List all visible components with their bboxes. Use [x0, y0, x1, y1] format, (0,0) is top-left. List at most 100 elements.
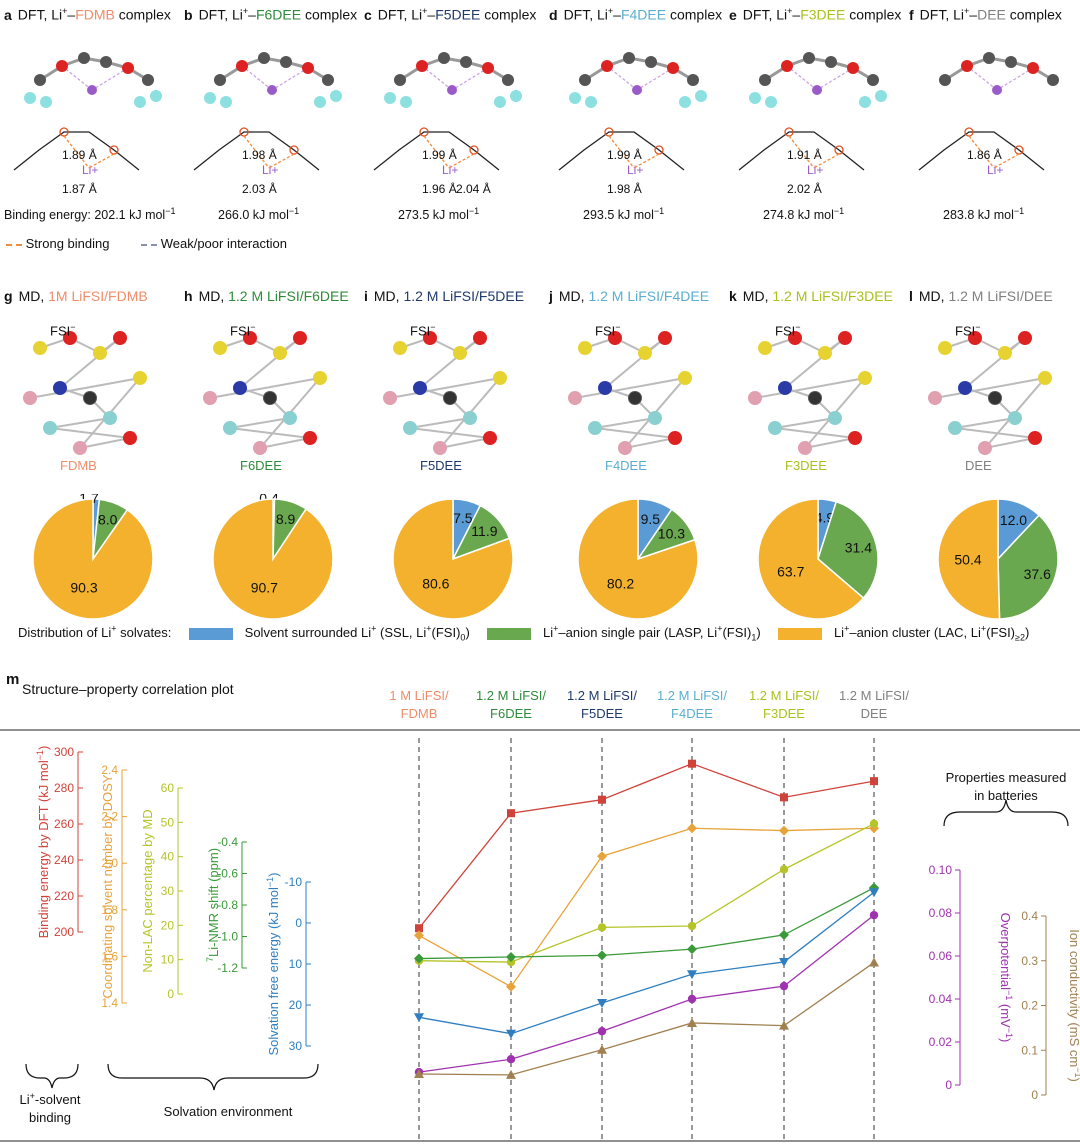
atom [939, 74, 951, 86]
pie-slice-lac [577, 498, 699, 620]
energy-unit-sup: −1 [653, 206, 665, 216]
fsi-charge: − [70, 322, 76, 332]
data-point [597, 923, 607, 932]
ssl-label: Solvent surrounded Li+ (SSL, Li+(FSI)0) [244, 624, 470, 643]
data-point [414, 1068, 424, 1078]
md-bond [964, 337, 1026, 389]
md-atom [1038, 371, 1052, 385]
energy-unit-sup: −1 [165, 206, 176, 216]
atom [983, 52, 995, 64]
weak-interaction-label: Weak/poor interaction [160, 236, 287, 251]
atom [803, 52, 815, 64]
md-atom [123, 431, 137, 445]
atom [585, 96, 597, 108]
binding-group-sup: + [30, 1091, 35, 1101]
atom [579, 74, 591, 86]
strong-binding-line [608, 135, 635, 169]
binding-energy-a: Binding energy: 202.1 kJ mol−1 [4, 206, 176, 223]
solvation-brace [107, 1063, 319, 1091]
atom [416, 60, 428, 72]
solvate-pie-h: 0.48.990.7 [212, 494, 334, 620]
md-atom [598, 381, 612, 395]
md-atom [23, 391, 37, 405]
li-plus: + [242, 6, 249, 16]
fsi-charge: − [430, 322, 436, 332]
atom [875, 90, 887, 102]
axis-tick-label: 2.2 [101, 810, 118, 824]
pie-value-label: 7.5 [453, 510, 473, 526]
md-bond [419, 337, 481, 389]
column-title-0: 1 M LiFSI/ [389, 688, 449, 703]
atom [687, 74, 699, 86]
axis-tick-label: 0.1 [1021, 1043, 1038, 1057]
series-line-2 [418, 823, 875, 963]
column-title-line2-5: DEE [861, 706, 888, 721]
atom [961, 60, 973, 72]
dft-panel-title-e: e DFT, Li+–F3DEE complex [729, 6, 902, 23]
data-point [506, 957, 516, 967]
axis-title-sup: −1 [265, 877, 275, 887]
dft-structure-a: Li+ [13, 127, 140, 177]
md-snapshot-i [383, 331, 507, 455]
atom [56, 60, 68, 72]
dft-3d-model-f [939, 52, 1059, 95]
weak-interaction-swatch [141, 243, 158, 246]
li-plus: + [422, 6, 428, 16]
atom [1005, 56, 1017, 68]
md-solvent-label: F3DEE [785, 458, 827, 473]
li-ion-label: Li+ [807, 163, 823, 177]
atom [494, 96, 506, 108]
bond-length-label: 1.86 Å [967, 148, 1002, 162]
axis-tick-label: 60 [161, 781, 175, 795]
md-atom [273, 346, 287, 360]
md-bond [229, 417, 291, 429]
atom [134, 96, 146, 108]
column-title-line2-1: F6DEE [490, 706, 532, 721]
skeleton-chain [738, 131, 865, 171]
panel-letter-b: b [184, 6, 193, 23]
axis-tick-label: -0.8 [217, 898, 238, 912]
dft-3d-model-d [569, 52, 707, 108]
li-o-contact [996, 67, 1034, 91]
axis-tick-label: 1.8 [101, 903, 118, 917]
axis-tick-label: 0.06 [929, 949, 953, 963]
electrolyte-name: 1.2 M LiFSI/F6DEE [228, 288, 349, 304]
lac-swatch [778, 627, 823, 640]
data-point [414, 1013, 424, 1023]
strong-binding-line [63, 135, 90, 169]
md-atom [788, 331, 802, 345]
axis-tick-label: 240 [54, 853, 74, 867]
md-solvent-label: F6DEE [240, 458, 282, 473]
fsi-anion-label: FSI− [775, 322, 801, 339]
column-title-2: 1.2 M LiFSI/ [567, 688, 637, 703]
md-atom [758, 341, 772, 355]
li-o-contact [91, 67, 129, 91]
atom [510, 90, 522, 102]
atom [122, 62, 134, 74]
data-point [779, 957, 789, 967]
electrolyte-name: 1.2 M LiFSI/F5DEE [403, 288, 525, 304]
atom [781, 60, 793, 72]
axis-tick-label: 30 [289, 1039, 303, 1053]
dft-structure-f: Li+ [918, 127, 1045, 177]
atom [330, 90, 342, 102]
data-point [869, 957, 879, 967]
atom [812, 85, 822, 95]
solvent-name: F5DEE [435, 6, 481, 23]
axis-tick-label: 40 [161, 850, 175, 864]
axis-tick-label: 30 [161, 884, 175, 898]
energy-unit-sup: −1 [1013, 206, 1025, 216]
solvate-pie-g: 1.78.090.3 [32, 494, 154, 620]
atom [1027, 62, 1039, 74]
md-bond [594, 427, 676, 439]
atom [765, 96, 777, 108]
electrolyte-name: 1.2 M LiFSI/F4DEE [588, 288, 710, 304]
column-title-line2-2: F5DEE [581, 706, 623, 721]
md-atom [393, 341, 407, 355]
axis-title-sup: −1 [35, 750, 45, 760]
dft-structure-e: Li+ [738, 127, 865, 177]
md-snapshot-g [23, 331, 147, 455]
data-point [687, 921, 697, 931]
skeleton-chain [373, 131, 500, 171]
fsi-anion-label: FSI− [50, 322, 76, 339]
